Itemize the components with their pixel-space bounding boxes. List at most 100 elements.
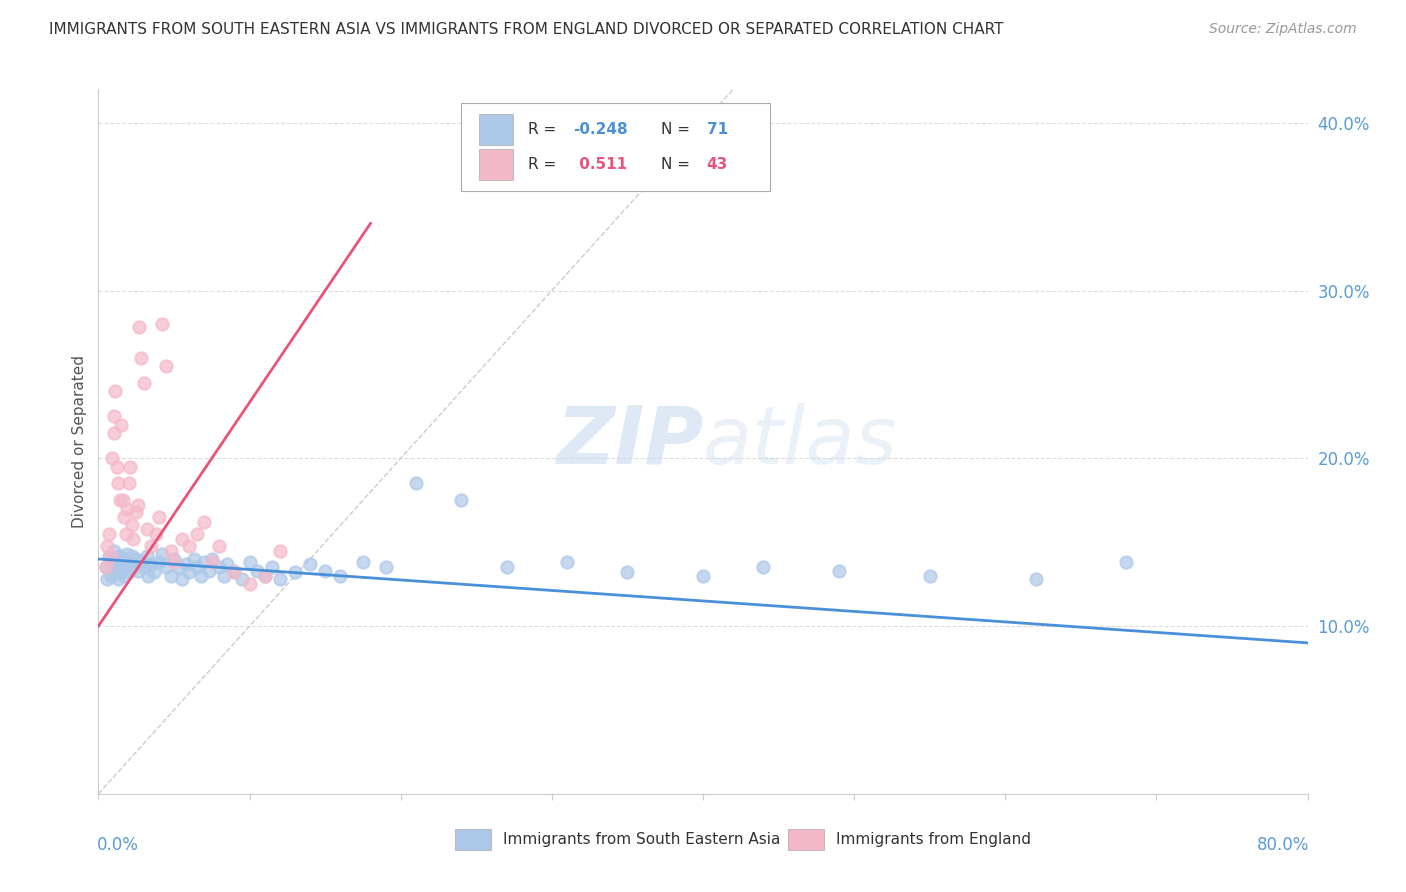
Point: [155, 560, 177, 574]
Point: [190, 568, 212, 582]
Point: [103, 543, 125, 558]
Point: [269, 572, 291, 586]
Point: [118, 476, 141, 491]
Point: [752, 560, 775, 574]
Point: [127, 564, 149, 578]
Point: [100, 568, 122, 582]
Point: [616, 566, 638, 580]
Point: [129, 351, 152, 365]
Point: [450, 493, 472, 508]
Point: [1115, 555, 1137, 569]
Point: [284, 566, 307, 580]
Point: [107, 572, 129, 586]
Text: IMMIGRANTS FROM SOUTH EASTERN ASIA VS IMMIGRANTS FROM ENGLAND DIVORCED OR SEPARA: IMMIGRANTS FROM SOUTH EASTERN ASIA VS IM…: [49, 22, 1004, 37]
Point: [918, 568, 941, 582]
Point: [121, 549, 143, 563]
Point: [828, 564, 851, 578]
Point: [352, 555, 374, 569]
Point: [107, 476, 129, 491]
Text: Source: ZipAtlas.com: Source: ZipAtlas.com: [1209, 22, 1357, 37]
Text: R =: R =: [527, 157, 561, 172]
Point: [104, 552, 127, 566]
Point: [110, 552, 132, 566]
Point: [98, 549, 121, 563]
Point: [224, 566, 246, 580]
Point: [112, 568, 135, 582]
Point: [114, 555, 136, 569]
Point: [127, 498, 149, 512]
Point: [170, 532, 193, 546]
Point: [193, 515, 215, 529]
Point: [555, 555, 578, 569]
Point: [163, 552, 186, 566]
Point: [224, 564, 246, 578]
Point: [98, 526, 121, 541]
Point: [208, 560, 231, 574]
Point: [104, 384, 127, 399]
Point: [115, 547, 138, 561]
Point: [253, 568, 276, 582]
Point: [145, 526, 167, 541]
Point: [208, 539, 231, 553]
Point: [150, 317, 173, 331]
Point: [125, 552, 148, 566]
Point: [101, 555, 124, 569]
Point: [96, 539, 118, 553]
Point: [179, 566, 201, 580]
Point: [692, 568, 714, 582]
Point: [94, 560, 117, 574]
Point: [193, 555, 215, 569]
Point: [155, 359, 177, 373]
Point: [212, 568, 235, 582]
Point: [135, 549, 157, 563]
Point: [148, 510, 170, 524]
Text: 71: 71: [707, 122, 728, 136]
Point: [239, 555, 262, 569]
Text: N =: N =: [661, 157, 695, 172]
Text: Immigrants from England: Immigrants from England: [837, 832, 1031, 847]
Text: ZIP: ZIP: [555, 402, 703, 481]
Point: [111, 493, 134, 508]
FancyBboxPatch shape: [456, 830, 492, 850]
Text: -0.248: -0.248: [574, 122, 628, 136]
Point: [110, 417, 132, 432]
Point: [100, 549, 122, 563]
Point: [160, 568, 183, 582]
Point: [299, 557, 322, 571]
Point: [143, 566, 166, 580]
Text: 80.0%: 80.0%: [1257, 836, 1309, 855]
Point: [269, 543, 291, 558]
Point: [186, 526, 208, 541]
Point: [160, 543, 183, 558]
Point: [129, 555, 152, 569]
Point: [122, 532, 145, 546]
Point: [120, 459, 142, 474]
Point: [111, 560, 134, 574]
Point: [405, 476, 427, 491]
Point: [108, 557, 131, 571]
Point: [201, 552, 224, 566]
Point: [125, 505, 148, 519]
Point: [103, 409, 125, 424]
Point: [174, 557, 197, 571]
FancyBboxPatch shape: [479, 113, 513, 145]
Point: [239, 577, 262, 591]
FancyBboxPatch shape: [787, 830, 824, 850]
Point: [108, 493, 131, 508]
Point: [186, 560, 208, 574]
Point: [94, 560, 117, 574]
Point: [101, 451, 124, 466]
Point: [201, 555, 224, 569]
Point: [128, 320, 150, 334]
Point: [183, 552, 205, 566]
Point: [118, 566, 141, 580]
Point: [329, 568, 352, 582]
Point: [495, 560, 517, 574]
FancyBboxPatch shape: [479, 149, 513, 180]
Point: [246, 564, 269, 578]
Point: [132, 376, 155, 390]
Point: [167, 560, 190, 574]
Point: [253, 568, 276, 582]
Point: [215, 557, 238, 571]
Text: 43: 43: [707, 157, 728, 172]
